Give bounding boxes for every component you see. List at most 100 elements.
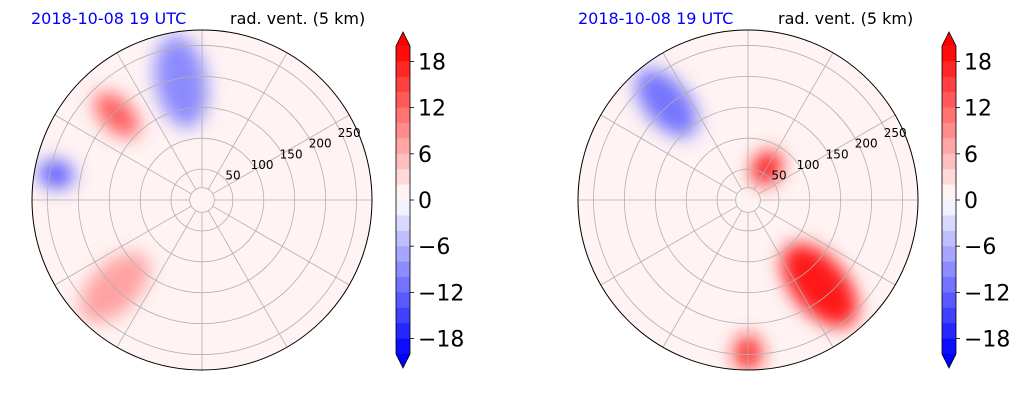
colorbar-segment [396,307,410,324]
colorbar-segment [942,138,956,155]
azimuth-spoke [207,210,288,348]
azimuth-spoke [600,205,738,286]
colorbar-extend-max [942,32,956,46]
colorbar-segment [396,138,410,155]
colorbar-segment [942,323,956,340]
variable-label: rad. vent. (5 km) [778,9,914,28]
colorbar-tick-label: 0 [418,189,432,214]
colorbar-segment [942,107,956,124]
colorbar-segment [942,230,956,247]
azimuth-spoke [212,205,350,286]
colorbar-segment [942,92,956,109]
colorbar-segment [942,292,956,309]
azimuth-spoke [207,52,288,190]
colorbar-segment [942,200,956,216]
azimuth-spoke [662,210,743,348]
azimuth-spoke [54,114,192,195]
colorbar-segment [942,61,956,78]
colorbar-segment [396,323,410,340]
azimuth-spoke [600,114,738,195]
colorbar-segment [396,153,410,170]
polar-radar-plot: 50 100 150 200 250 18 12 6 0 −6 −12 −18 [31,29,464,371]
colorbar-tick-label: −12 [418,281,464,306]
colorbar-extend-min [942,354,956,368]
colorbar-segment [396,92,410,109]
colorbar-tick-label: 6 [964,143,978,168]
plot-border [577,29,919,371]
colorbar-segment [396,200,410,216]
colorbar-tick-label: −18 [964,328,1010,353]
colorbar-tick-label: 6 [418,143,432,168]
colorbar-segment [396,76,410,93]
azimuth-spoke [662,52,743,190]
plot-border [31,29,373,371]
right-panel: 2018-10-08 19 UTC rad. vent. (5 km) 50 10… [546,0,1028,401]
colorbar-segment [942,307,956,324]
azimuth-spoke [116,52,197,190]
radial-tick-label: 200 [855,137,878,151]
colorbar-segment [942,184,956,201]
colorbar-tick-label: −12 [964,281,1010,306]
colorbar-segment [942,46,956,62]
colorbar-segment [942,338,956,355]
variable-label: rad. vent. (5 km) [230,9,366,28]
colorbar-segment [942,123,956,139]
colorbar-segment [942,246,956,263]
colorbar-segment [396,261,410,278]
azimuth-spoke [212,114,350,195]
negative-region [154,35,208,128]
colorbar-segment [942,169,956,186]
colorbar-segment [942,76,956,93]
azimuth-spoke [54,205,192,286]
colorbar-segment [396,61,410,78]
azimuth-spoke [116,210,197,348]
timestamp-label: 2018-10-08 19 UTC [578,9,734,28]
colorbar-segment [942,153,956,170]
azimuth-spoke [758,114,896,195]
colorbar-segment [396,292,410,309]
colorbar-segment [396,277,410,293]
colorbar-tick-label: 12 [418,97,446,122]
radial-tick-label: 150 [826,147,849,161]
azimuth-spoke [753,52,834,190]
radial-tick-label: 50 [225,168,240,182]
colorbar-segment [942,277,956,293]
colorbar-extend-min [396,354,410,368]
colorbar-segment [396,246,410,263]
colorbar-segment [396,338,410,355]
positive-region [781,243,858,327]
timestamp-label: 2018-10-08 19 UTC [31,9,187,28]
negative-region [37,160,74,189]
colorbar-segment [942,261,956,278]
colorbar-tick-label: −6 [418,235,450,260]
radial-tick-label: 150 [280,147,303,161]
azimuth-spoke [758,205,896,286]
colorbar-tick-label: 18 [964,50,992,75]
colorbar-segment [396,107,410,124]
colorbar-segment [396,46,410,62]
colorbar-segment [396,123,410,139]
colorbar-outline [941,31,957,369]
radial-tick-label: 200 [309,137,332,151]
colorbar-tick-label: 12 [964,97,992,122]
radial-tick-label: 100 [797,158,820,172]
colorbar-segment [396,230,410,247]
colorbar-extend-max [396,32,410,46]
positive-region [94,92,140,138]
colorbar-segment [396,215,410,232]
radial-tick-label: 250 [338,126,361,140]
colorbar-tick-label: 0 [964,189,978,214]
colorbar-tick-label: 18 [418,50,446,75]
negative-region [635,69,698,137]
colorbar-outline [395,31,411,369]
azimuth-spoke [753,210,834,348]
colorbar-tick-label: −6 [964,235,996,260]
left-panel: 2018-10-08 19 UTC rad. vent. (5 km) 50 10… [31,9,464,371]
polar-radar-plot: 50 100 150 200 250 18 12 6 0 −6 −12 −18 [577,29,1010,371]
colorbar-tick-label: −18 [418,328,464,353]
colorbar-segment [942,215,956,232]
colorbar-segment [396,184,410,201]
colorbar-segment [396,169,410,186]
radial-tick-label: 100 [251,158,274,172]
radial-tick-label: 50 [771,168,786,182]
